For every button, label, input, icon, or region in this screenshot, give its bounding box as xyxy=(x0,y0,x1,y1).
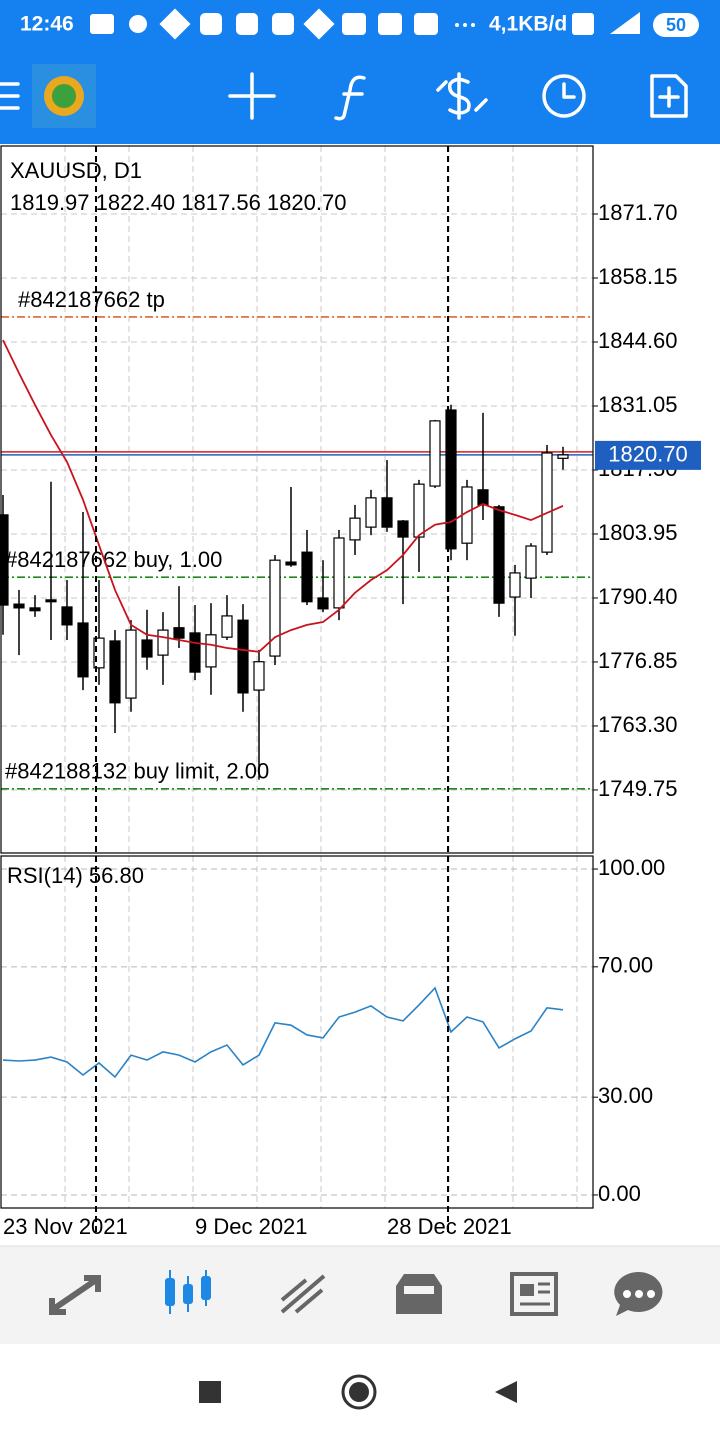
candle-body xyxy=(365,497,377,528)
battery-level: 50 xyxy=(666,15,686,35)
network-speed: 4,1KB/d xyxy=(489,13,567,36)
home-button[interactable] xyxy=(341,1374,377,1410)
candle-body xyxy=(381,497,393,528)
chart-subtitle: 1819.97 1822.40 1817.56 1820.70 xyxy=(10,190,346,215)
indicator-title: RSI(14) 56.80 xyxy=(7,863,144,888)
recents-button[interactable] xyxy=(199,1381,221,1403)
x-tick-label: 9 Dec 2021 xyxy=(195,1214,308,1239)
trade-button[interactable] xyxy=(436,72,488,120)
timeframe-button[interactable] xyxy=(542,74,586,118)
candle-body xyxy=(349,517,361,541)
y-tick-label: 30.00 xyxy=(598,1083,653,1108)
y-tick-label: 0.00 xyxy=(598,1181,641,1206)
candle-body xyxy=(77,622,89,678)
chart: 1871.701858.151844.601831.051817.501803.… xyxy=(0,146,701,1239)
candle-body xyxy=(525,545,537,579)
price-tag xyxy=(595,440,701,470)
candle-body xyxy=(317,597,329,610)
candle-body xyxy=(285,561,297,566)
y-tick-label: 70.00 xyxy=(598,953,653,978)
trade-tab[interactable] xyxy=(280,1274,326,1314)
order-label: #842187662 buy, 1.00 xyxy=(5,547,222,572)
crosshair-button[interactable] xyxy=(228,72,276,120)
candle-body xyxy=(333,537,345,609)
period-separator xyxy=(95,146,449,1232)
candle-body xyxy=(109,640,121,704)
y-tick-label: 1844.60 xyxy=(598,328,678,353)
candle-body xyxy=(541,452,553,553)
rsi-line xyxy=(2,986,564,1079)
history-tab[interactable] xyxy=(396,1274,442,1314)
candle-body xyxy=(157,629,169,656)
candle-body xyxy=(301,551,313,603)
candle-body xyxy=(0,514,9,606)
battery xyxy=(653,13,699,37)
candle-body xyxy=(429,420,441,487)
new-order-button[interactable] xyxy=(650,74,688,118)
notification-icons xyxy=(90,8,475,40)
y-tick-label: 1803.95 xyxy=(598,520,678,545)
candle-body xyxy=(237,619,249,694)
candle-body xyxy=(29,607,41,612)
signal-icons xyxy=(572,12,640,35)
y-tick-label: 1858.15 xyxy=(598,264,678,289)
y-tick-label: 1763.30 xyxy=(598,712,678,737)
order-label: #842187662 tp xyxy=(18,287,165,312)
news-tab[interactable] xyxy=(510,1272,558,1316)
candle-body xyxy=(45,599,57,603)
candle-body xyxy=(397,520,409,538)
main-pane-border xyxy=(0,145,594,854)
y-tick-label: 1871.70 xyxy=(598,200,678,225)
app-logo[interactable] xyxy=(32,64,96,128)
candle-body xyxy=(253,661,265,691)
back-button[interactable] xyxy=(495,1381,517,1403)
candle-body xyxy=(189,632,201,673)
order-label: #842188132 buy limit, 2.00 xyxy=(5,759,269,784)
candle-body xyxy=(477,489,489,506)
candle-body xyxy=(445,409,457,550)
candle-body xyxy=(93,637,105,669)
y-tick-label: 100.00 xyxy=(598,855,665,880)
price-tag-label: 1820.70 xyxy=(608,442,688,467)
chat-tab[interactable] xyxy=(614,1271,663,1316)
chart-tab[interactable] xyxy=(165,1270,211,1314)
y-tick-label: 1790.40 xyxy=(598,584,678,609)
y-tick-label: 1831.05 xyxy=(598,392,678,417)
candle-body xyxy=(125,629,137,699)
menu-button[interactable] xyxy=(0,82,20,110)
candle-body xyxy=(509,572,521,598)
candle-body xyxy=(269,559,281,657)
candle-body xyxy=(413,483,425,538)
candle-body xyxy=(141,639,153,658)
candle-body xyxy=(221,615,233,638)
bottom-nav xyxy=(0,1246,720,1344)
candle-body xyxy=(493,506,505,604)
candle-body xyxy=(557,454,569,459)
status-time: 12:46 xyxy=(20,13,74,36)
y-tick-label: 1776.85 xyxy=(598,648,678,673)
candle-body xyxy=(205,634,217,668)
rsi-pane-border xyxy=(0,855,594,1209)
chart-title: XAUUSD, D1 xyxy=(10,158,142,183)
candle-body xyxy=(61,606,73,626)
x-tick-label: 28 Dec 2021 xyxy=(387,1214,512,1239)
candle-body xyxy=(173,627,185,639)
y-tick-label: 1749.75 xyxy=(598,776,678,801)
quotes-tab[interactable] xyxy=(49,1275,101,1315)
indicators-button[interactable] xyxy=(334,75,366,121)
x-tick-label: 23 Nov 2021 xyxy=(3,1214,128,1239)
candle-body xyxy=(13,603,25,609)
